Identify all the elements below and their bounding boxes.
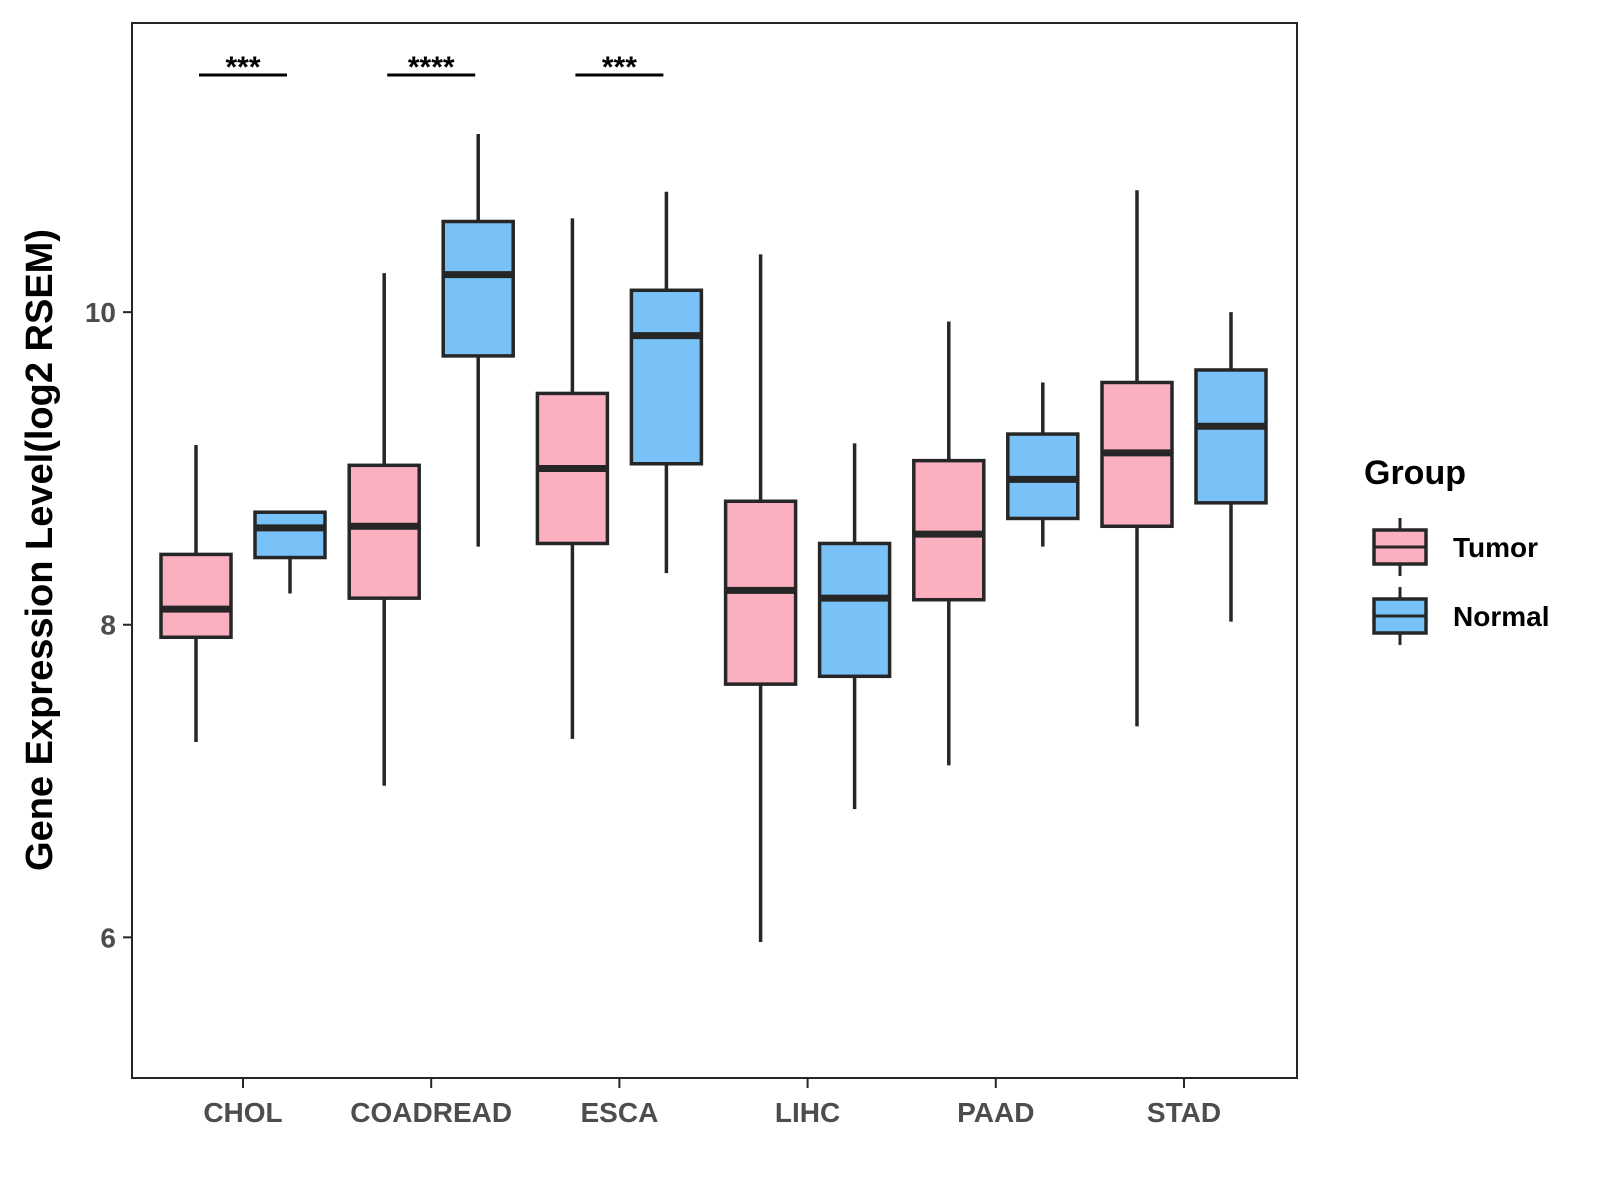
y-tick-label: 10 xyxy=(85,297,116,328)
legend-entry-tumor: Tumor xyxy=(1372,518,1538,576)
box-normal-paad xyxy=(1006,382,1080,547)
x-tick-label: ESCA xyxy=(581,1097,659,1128)
box-iqr xyxy=(817,541,892,679)
y-axis-title: Gene Expression Level(log2 RSEM) xyxy=(19,229,61,871)
box-tumor-paad xyxy=(912,321,986,766)
box-iqr xyxy=(1194,368,1268,505)
box-tumor-esca xyxy=(535,218,610,739)
box-iqr xyxy=(629,288,704,466)
box-iqr xyxy=(441,219,515,358)
box-normal-esca xyxy=(629,191,704,574)
significance-esca: *** xyxy=(575,51,664,84)
x-axis: CHOL COADREAD ESCA LIHC PAAD STAD xyxy=(203,1078,1221,1128)
box-normal-coadread xyxy=(441,133,515,547)
box-normal-stad xyxy=(1194,312,1268,622)
legend: Group Tumor Normal xyxy=(1364,454,1549,645)
legend-title: Group xyxy=(1364,454,1466,492)
y-tick-label: 6 xyxy=(100,922,116,953)
box-iqr xyxy=(253,510,327,560)
box-iqr xyxy=(347,463,421,600)
box-tumor-chol xyxy=(159,445,233,742)
significance-coadread: **** xyxy=(387,51,476,84)
significance-chol: *** xyxy=(199,51,287,84)
box-series xyxy=(159,133,1268,943)
x-tick-label: COADREAD xyxy=(350,1097,512,1128)
significance-annotations: *** **** *** xyxy=(199,51,664,84)
box-iqr xyxy=(159,552,233,639)
x-tick-label: LIHC xyxy=(775,1097,840,1128)
y-tick-label: 8 xyxy=(100,610,116,641)
box-normal-lihc xyxy=(817,443,892,810)
legend-entry-normal: Normal xyxy=(1372,587,1549,645)
x-tick-label: PAAD xyxy=(957,1097,1034,1128)
legend-label: Normal xyxy=(1453,601,1549,632)
x-tick-label: CHOL xyxy=(203,1097,282,1128)
box-tumor-lihc xyxy=(723,254,798,943)
x-tick-label: STAD xyxy=(1147,1097,1221,1128)
legend-label: Tumor xyxy=(1453,532,1538,563)
significance-label: *** xyxy=(225,51,260,84)
box-tumor-coadread xyxy=(347,273,421,786)
box-iqr xyxy=(912,458,986,602)
significance-label: *** xyxy=(602,51,637,84)
y-axis: 6 8 10 xyxy=(85,297,132,953)
box-tumor-stad xyxy=(1100,190,1174,727)
box-normal-chol xyxy=(253,510,327,594)
significance-label: **** xyxy=(408,51,455,84)
